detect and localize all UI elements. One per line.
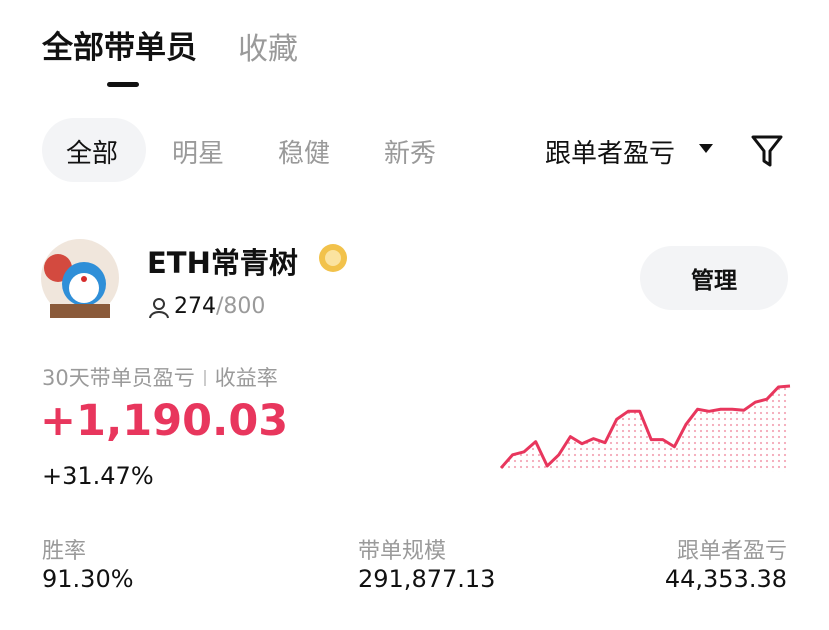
tab-active[interactable]: 全部带单员 <box>42 30 197 66</box>
pnl: +1,190.03 <box>40 396 289 446</box>
followers: 274 <box>174 294 216 319</box>
metric-label: 30天带单员盈亏 收益率 <box>42 362 278 392</box>
label: 30天带单员盈亏 <box>42 366 195 390</box>
badge <box>319 244 347 272</box>
stat-label: 带单规模 <box>358 539 447 564</box>
stat-value: 91.30% <box>42 565 134 593</box>
filter[interactable]: 明星 <box>172 139 225 169</box>
stat-label: 胜率 <box>42 539 87 564</box>
filter-active-bg <box>42 118 146 182</box>
divider <box>203 370 206 386</box>
sort-dropdown[interactable]: 跟单者盈亏 <box>545 139 676 169</box>
roi: +31.47% <box>42 462 154 490</box>
sparkline <box>500 384 791 472</box>
stat-value: 44,353.38 <box>664 565 787 593</box>
filter[interactable]: 新秀 <box>384 139 437 169</box>
user-icon <box>149 298 169 319</box>
stat-value: 291,877.13 <box>358 565 496 593</box>
trader-name[interactable]: ETH常青树 <box>147 246 298 280</box>
sparkline-line <box>500 384 791 469</box>
tab[interactable]: 收藏 <box>238 32 298 67</box>
follower-limit: /800 <box>216 294 266 319</box>
filter-icon[interactable] <box>750 133 784 169</box>
filter[interactable]: 稳健 <box>278 139 331 169</box>
avatar[interactable] <box>40 238 120 318</box>
dropdown-arrow <box>699 144 713 153</box>
stat-label: 跟单者盈亏 <box>676 539 787 564</box>
follower-count: 274/800 <box>174 294 265 319</box>
label: 收益率 <box>214 366 278 390</box>
manage-button[interactable]: 管理 <box>640 246 788 310</box>
tab-indicator <box>107 82 139 87</box>
button-label: 管理 <box>691 268 737 294</box>
filter-active[interactable]: 全部 <box>66 139 119 169</box>
